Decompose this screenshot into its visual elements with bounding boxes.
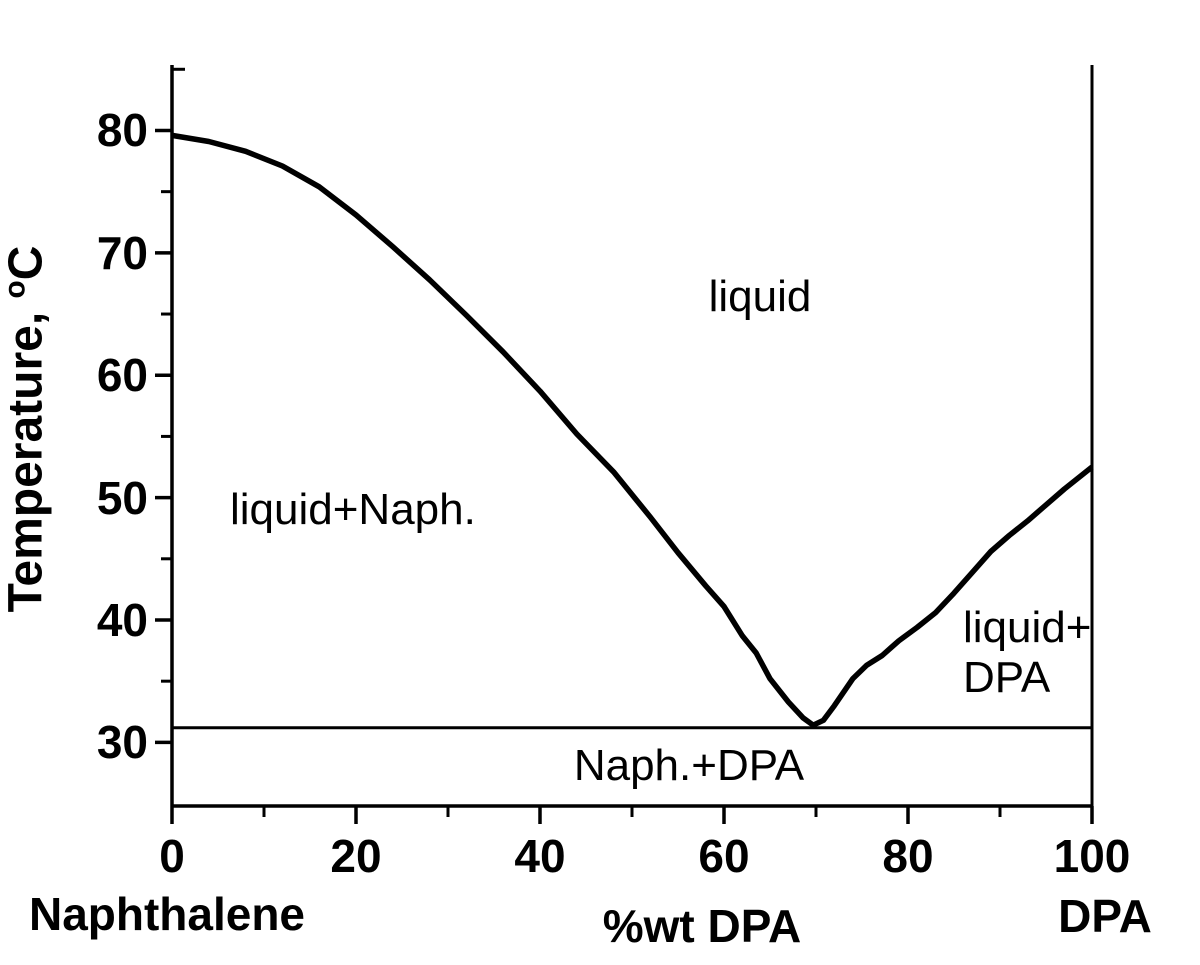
x-axis-right-endpoint-label: DPA — [1058, 890, 1152, 942]
x-tick-label: 60 — [698, 830, 750, 882]
series-liquidus — [171, 132, 1094, 728]
x-axis-left-endpoint-label: Naphthalene — [28, 888, 306, 940]
y-tick-label: 70 — [96, 226, 148, 279]
y-axis-title: Temperature, oC — [0, 246, 54, 613]
y-tick-label: 40 — [96, 593, 148, 646]
region-label-liquid-dpa-line2: DPA — [963, 653, 1051, 702]
y-tick-label: 50 — [96, 471, 148, 524]
x-tick-label: 80 — [882, 830, 934, 882]
y-axis-title-text: Temperature, — [0, 298, 53, 613]
y-axis-title-unit: C — [0, 245, 53, 281]
degree-superscript: o — [0, 280, 32, 299]
x-tick-label: 100 — [1053, 830, 1131, 882]
x-tick-label: 0 — [159, 830, 185, 882]
x-axis-title: %wt DPA — [602, 900, 802, 952]
region-label-liquid-dpa: liquid+ DPA — [963, 603, 1091, 703]
region-label-naph-dpa: Naph.+DPA — [573, 741, 805, 790]
y-tick-label: 80 — [96, 104, 148, 157]
region-label-liquid-naph: liquid+Naph. — [230, 485, 476, 534]
y-tick-label: 60 — [96, 349, 148, 402]
x-tick-label: 40 — [514, 830, 566, 882]
y-tick-label: 30 — [96, 716, 148, 769]
region-label-liquid: liquid — [708, 272, 812, 321]
region-label-liquid-dpa-line1: liquid+ — [963, 603, 1092, 652]
x-tick-label: 20 — [330, 830, 382, 882]
